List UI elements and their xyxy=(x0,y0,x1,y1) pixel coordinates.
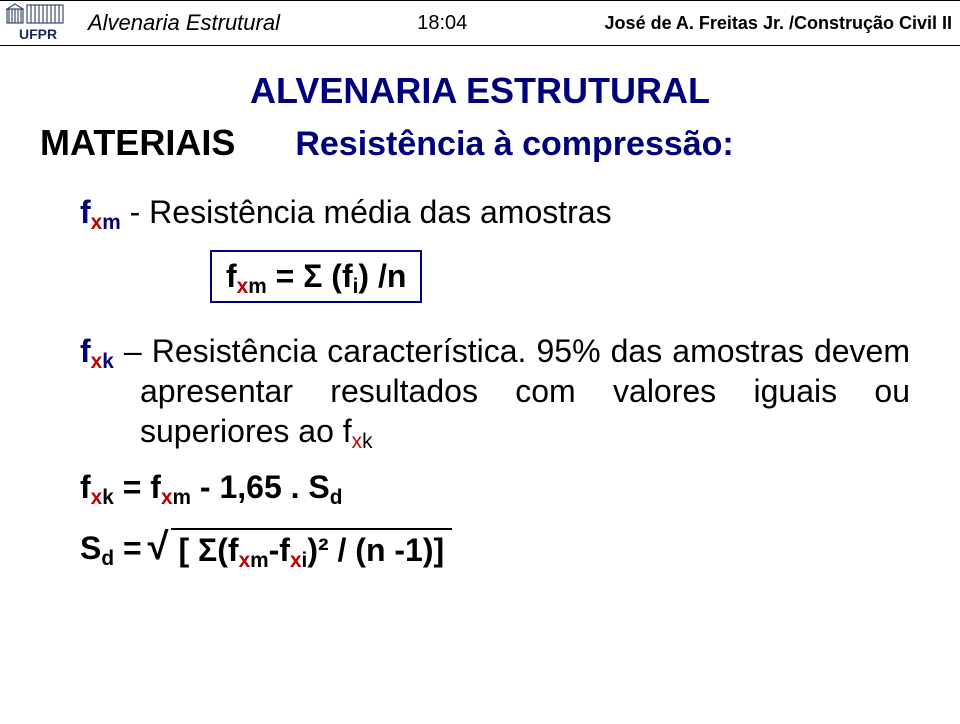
mean-formula: fxm = Σ (fi) /n xyxy=(226,258,406,294)
slide-content: ALVENARIA ESTRUTURAL MATERIAIS Resistênc… xyxy=(0,46,960,569)
header-time: 18:04 xyxy=(417,12,467,35)
radicand: [ Σ(fxm-fxi)² / (n -1)] xyxy=(171,528,453,569)
fxk-dash: – xyxy=(114,333,152,369)
mean-formula-box: fxm = Σ (fi) /n xyxy=(210,250,422,303)
slide-title: ALVENARIA ESTRUTURAL xyxy=(50,70,910,112)
svg-text:UFPR: UFPR xyxy=(19,26,57,42)
subtitle-row: MATERIAIS Resistência à compressão: xyxy=(50,122,910,164)
fxk-symbol: fxk xyxy=(80,333,114,369)
ufpr-logo: UFPR xyxy=(0,2,70,44)
slide-subtitle: Resistência à compressão: xyxy=(295,125,733,164)
characteristic-formula: fxk = fxm - 1,65 . Sd xyxy=(80,469,910,506)
sqrt-expression: √ [ Σ(fxm-fxi)² / (n -1)] xyxy=(148,528,453,569)
fxm-text: - Resistência média das amostras xyxy=(121,194,612,230)
header-author: José de A. Freitas Jr. /Construção Civil… xyxy=(605,13,952,34)
sqrt-sign: √ xyxy=(148,528,169,566)
sd-left: Sd = xyxy=(80,530,142,567)
section-label: MATERIAIS xyxy=(40,122,235,164)
fxk-definition: fxk – Resistência característica. 95% da… xyxy=(50,331,910,451)
sd-formula: Sd = √ [ Σ(fxm-fxi)² / (n -1)] xyxy=(80,528,910,569)
fxm-symbol: fxm xyxy=(80,194,121,230)
fxk-text: Resistência característica. 95% das amos… xyxy=(140,333,910,449)
fxm-definition: fxm - Resistência média das amostras xyxy=(80,192,910,232)
course-title: Alvenaria Estrutural xyxy=(88,10,280,36)
logo-icon: UFPR xyxy=(5,3,65,43)
slide-header: UFPR Alvenaria Estrutural 18:04 José de … xyxy=(0,0,960,46)
